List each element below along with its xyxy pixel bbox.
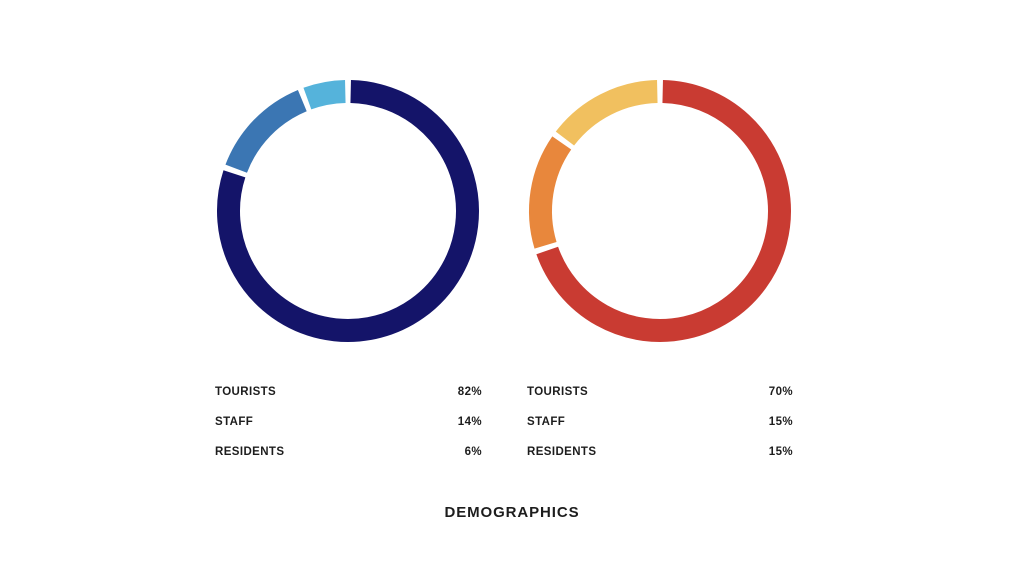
donut-segment-tourists [217,80,479,342]
legend-value-staff: 15% [768,415,793,428]
legend-left: TOURISTS 82% STAFF 14% RESIDENTS 6% [215,385,482,475]
legend-row: STAFF 14% [215,415,482,428]
donut-segment-residents [555,80,658,146]
legend-label-tourists: TOURISTS [215,385,277,398]
donut-chart-left [217,80,479,342]
donut-segment-staff [529,136,572,249]
legend-value-residents: 6% [464,445,482,458]
legend-row: RESIDENTS 15% [527,445,793,458]
legend-value-residents: 15% [768,445,793,458]
legend-right: TOURISTS 70% STAFF 15% RESIDENTS 15% [527,385,793,475]
legend-label-tourists: TOURISTS [527,385,589,398]
legend-row: RESIDENTS 6% [215,445,482,458]
donut-segment-staff [225,89,308,174]
donut-segment-tourists [536,80,791,342]
legend-row: STAFF 15% [527,415,793,428]
legend-label-residents: RESIDENTS [527,445,597,458]
legend-value-tourists: 70% [768,385,793,398]
legend-value-tourists: 82% [457,385,482,398]
legend-label-staff: STAFF [527,415,566,428]
donut-chart-right [529,80,791,342]
legend-row: TOURISTS 82% [215,385,482,398]
legend-row: TOURISTS 70% [527,385,793,398]
page-title: DEMOGRAPHICS [444,504,580,521]
legend-value-staff: 14% [457,415,482,428]
donut-segment-residents [303,80,346,110]
legend-label-staff: STAFF [215,415,254,428]
legend-label-residents: RESIDENTS [215,445,285,458]
